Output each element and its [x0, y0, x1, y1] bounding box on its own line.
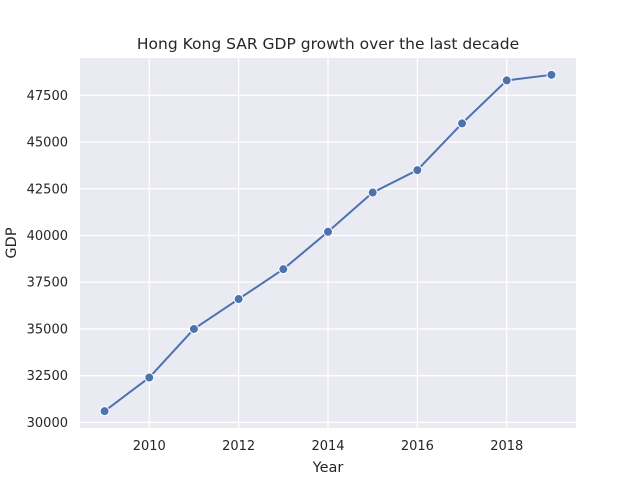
data-point — [233, 294, 244, 305]
tick-labels: 2010 2012 2014 2016 2018 30000 32500 35000 37500… — [27, 89, 524, 454]
data-point — [144, 372, 155, 383]
data-point — [412, 165, 423, 176]
y-tick-label: 40000 — [27, 229, 68, 244]
x-tick-label: 2018 — [490, 439, 523, 454]
y-tick-label: 32500 — [27, 369, 68, 384]
y-axis-label: GDP — [4, 227, 20, 258]
data-point — [323, 226, 333, 237]
x-tick-label: 2010 — [133, 439, 166, 454]
x-tick-label: 2014 — [311, 439, 344, 454]
y-tick-label: 42500 — [27, 182, 68, 197]
x-tick-label: 2016 — [401, 439, 434, 454]
data-point — [278, 264, 289, 275]
x-tick-label: 2012 — [222, 439, 255, 454]
data-point — [501, 75, 512, 86]
y-tick-label: 30000 — [27, 416, 68, 431]
data-point — [546, 69, 557, 80]
y-tick-label: 37500 — [27, 276, 68, 291]
data-point — [457, 118, 468, 129]
data-point — [188, 323, 199, 334]
data-point — [99, 406, 110, 417]
y-tick-label: 45000 — [27, 136, 68, 151]
data-series — [99, 69, 557, 417]
data-point — [367, 187, 378, 198]
x-axis-label: Year — [312, 460, 344, 476]
y-tick-label: 47500 — [27, 89, 68, 104]
y-tick-label: 35000 — [27, 322, 68, 337]
chart-title: Hong Kong SAR GDP growth over the last d… — [137, 35, 519, 53]
